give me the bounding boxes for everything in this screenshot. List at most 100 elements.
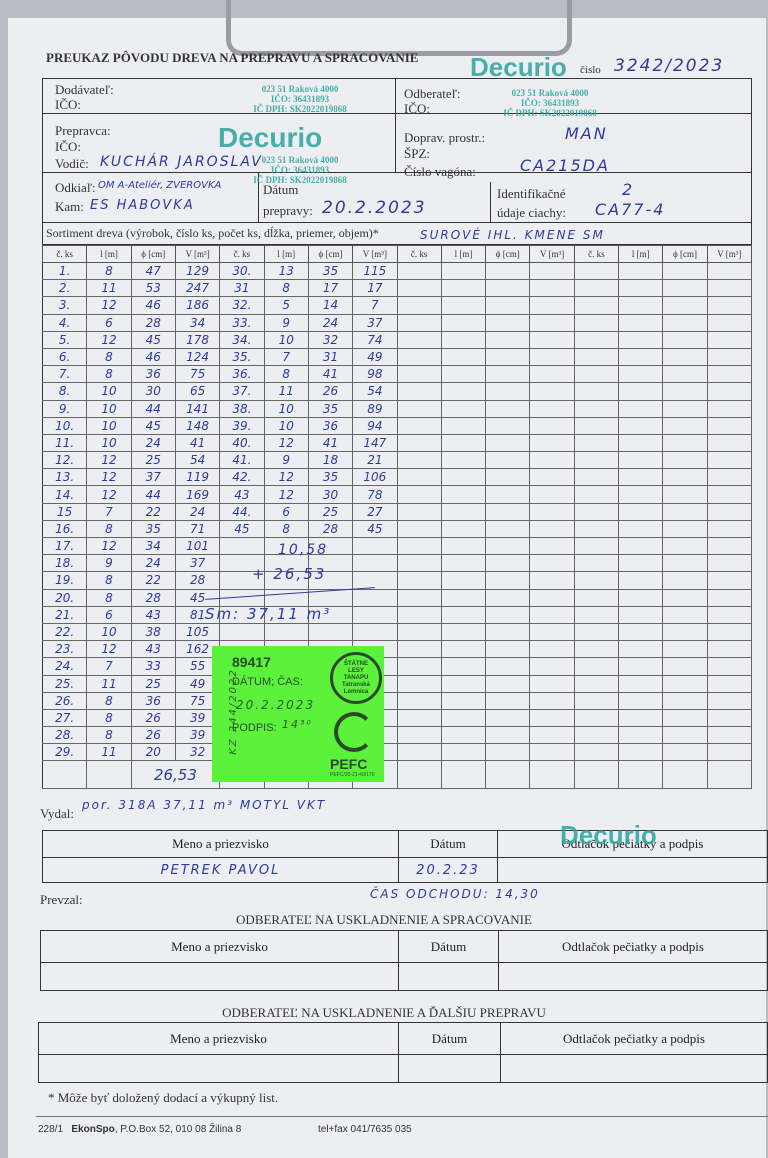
table-cell bbox=[440, 296, 487, 315]
table-cell bbox=[396, 313, 442, 332]
table-cell: 38 bbox=[130, 622, 176, 642]
header-box bbox=[42, 78, 752, 245]
table-cell bbox=[529, 416, 575, 435]
table-cell bbox=[440, 279, 487, 298]
table-cell: 12 bbox=[263, 433, 309, 453]
col-name: Meno a priezvisko bbox=[38, 1022, 399, 1055]
col-date: Dátum bbox=[398, 830, 498, 858]
table-cell bbox=[618, 708, 664, 728]
table-cell: 41 bbox=[307, 433, 354, 453]
table-cell: 18. bbox=[41, 554, 88, 573]
table-cell: 10. bbox=[41, 416, 88, 435]
table-cell bbox=[396, 519, 442, 539]
table-cell bbox=[706, 760, 753, 790]
table-cell bbox=[706, 330, 753, 349]
table-cell bbox=[485, 640, 531, 659]
table-cell bbox=[529, 261, 575, 281]
table-cell: 55 bbox=[174, 657, 221, 676]
table-cell: 37 bbox=[130, 468, 176, 487]
table-cell bbox=[440, 451, 487, 470]
divider bbox=[42, 113, 752, 114]
table-cell bbox=[706, 468, 753, 487]
table-cell bbox=[573, 519, 620, 539]
table-cell bbox=[396, 261, 442, 281]
table-cell bbox=[485, 382, 531, 401]
vagon-value: CA215DA bbox=[520, 156, 610, 175]
sortiment-value: SUROVÉ IHL. KMENE SM bbox=[420, 228, 605, 242]
table-cell bbox=[573, 743, 620, 762]
table-cell bbox=[396, 347, 442, 367]
cislo-label: číslo bbox=[580, 64, 601, 76]
table-cell bbox=[662, 622, 708, 642]
table-cell bbox=[573, 485, 620, 504]
table-cell bbox=[662, 691, 708, 710]
table-cell bbox=[662, 261, 708, 281]
table-cell bbox=[618, 296, 664, 315]
table-cell bbox=[440, 640, 487, 659]
vydal-table: Meno a priezvisko Dátum Odtlačok pečiatky … bbox=[42, 830, 768, 883]
table-cell: 12 bbox=[263, 468, 309, 487]
ident-value-2: CA77-4 bbox=[595, 200, 666, 219]
divider bbox=[42, 172, 752, 173]
column-header: l [m] bbox=[618, 245, 664, 263]
table-cell bbox=[396, 536, 442, 556]
table-cell: 44. bbox=[219, 502, 265, 521]
table-cell: 4. bbox=[41, 313, 88, 332]
table-cell bbox=[485, 451, 531, 470]
table-cell bbox=[573, 760, 620, 790]
table-cell: 17 bbox=[352, 279, 398, 298]
table-cell bbox=[706, 726, 753, 745]
table-cell bbox=[529, 451, 575, 470]
table-cell: 178 bbox=[174, 330, 221, 349]
table-cell bbox=[573, 347, 620, 367]
table-cell: 20. bbox=[41, 588, 88, 607]
table-cell: 46 bbox=[130, 296, 176, 315]
col-name: Meno a priezvisko bbox=[40, 930, 399, 963]
footnote: * Môže byť doložený dodací a výkupný lis… bbox=[48, 1090, 279, 1105]
table-cell bbox=[529, 571, 575, 590]
table-cell bbox=[662, 279, 708, 298]
table-cell: 24 bbox=[307, 313, 354, 332]
table-cell bbox=[529, 279, 575, 298]
table-cell bbox=[618, 657, 664, 676]
table-cell bbox=[618, 261, 664, 281]
table-cell bbox=[662, 588, 708, 607]
table-cell: 94 bbox=[352, 416, 398, 435]
table-cell: 6. bbox=[41, 347, 88, 367]
table-cell bbox=[440, 674, 487, 693]
table-cell: 14 bbox=[307, 296, 354, 315]
datum-label: Dátum bbox=[263, 182, 299, 197]
table-cell bbox=[529, 347, 575, 367]
doprav-label: Doprav. prostr.: bbox=[404, 130, 486, 145]
table-cell bbox=[573, 657, 620, 676]
log-table: č. ks l [m] ϕ [cm] V [m³] č. ks l [m] ϕ [cm] V … bbox=[41, 245, 753, 790]
table-cell: 9 bbox=[263, 451, 309, 470]
table-cell bbox=[662, 347, 708, 367]
table-cell: 24 bbox=[130, 554, 176, 573]
table-row: 4. 6 28 34 33. 9 24 37 bbox=[41, 313, 753, 332]
table-cell bbox=[662, 468, 708, 487]
table-row: 27. 8 26 39 bbox=[41, 708, 753, 728]
table-cell bbox=[662, 382, 708, 401]
table-cell: 36 bbox=[307, 416, 354, 435]
table-cell bbox=[618, 536, 664, 556]
table-cell: 101 bbox=[174, 536, 221, 556]
table-cell bbox=[529, 433, 575, 453]
table-cell bbox=[529, 622, 575, 642]
table-cell: 8 bbox=[86, 571, 132, 590]
table-cell: 26. bbox=[41, 691, 88, 710]
table-cell bbox=[573, 571, 620, 590]
table-row: 2. 11 53 247 31 8 17 17 bbox=[41, 279, 753, 298]
table-cell bbox=[219, 536, 265, 556]
table-cell bbox=[618, 674, 664, 693]
table-cell bbox=[529, 468, 575, 487]
table-cell bbox=[618, 468, 664, 487]
odkial-label: Odkiaľ: bbox=[55, 180, 96, 195]
table-cell: 35 bbox=[307, 261, 354, 281]
table-cell bbox=[662, 708, 708, 728]
decurio-logo: Decurio bbox=[560, 820, 657, 850]
table-cell bbox=[573, 674, 620, 693]
table-row: 23. 12 43 162 bbox=[41, 640, 753, 659]
ident-label-1: Identifikačné bbox=[497, 186, 566, 201]
prepravca-ico-label: IČO: bbox=[55, 139, 81, 154]
